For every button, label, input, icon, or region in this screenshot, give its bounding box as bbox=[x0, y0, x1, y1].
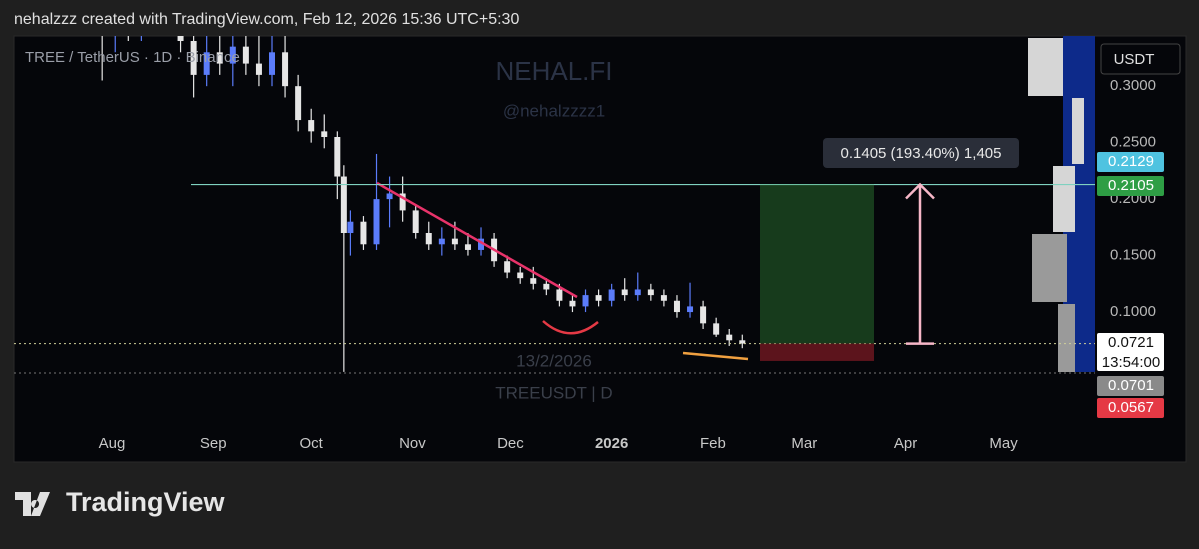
position-label: 0.1405 (193.40%) 1,405 bbox=[841, 145, 1002, 162]
candle-body bbox=[478, 238, 485, 250]
x-tick-label: Feb bbox=[700, 435, 726, 452]
watermark: @nehalzzzz1 bbox=[503, 101, 605, 120]
candle-body bbox=[451, 238, 458, 245]
candle-body bbox=[203, 52, 210, 75]
candle-body bbox=[269, 52, 276, 75]
candle-body bbox=[412, 210, 419, 233]
candle-body bbox=[621, 289, 628, 296]
candle-body bbox=[608, 289, 615, 301]
candle-body bbox=[216, 52, 223, 64]
watermark: NEHAL.FI bbox=[495, 56, 612, 86]
candle-body bbox=[582, 295, 589, 307]
countdown: 13:54:00 bbox=[1102, 354, 1160, 371]
header: nehalzzz created with TradingView.com, F… bbox=[14, 11, 519, 28]
candle-body bbox=[595, 295, 602, 301]
candle-body bbox=[373, 199, 380, 245]
x-tick-label: Nov bbox=[399, 435, 426, 452]
drawing-arc bbox=[542, 320, 599, 335]
candle-body bbox=[556, 289, 563, 301]
candle-body bbox=[464, 244, 471, 250]
x-tick-label: Oct bbox=[300, 435, 324, 452]
candle-body bbox=[517, 272, 524, 279]
chart-area bbox=[13, 35, 1187, 463]
x-tick-label: Aug bbox=[99, 435, 126, 452]
x-tick-label: May bbox=[989, 435, 1018, 452]
volume-profile bbox=[1028, 36, 1095, 372]
candle-body bbox=[660, 295, 667, 301]
candle-body bbox=[726, 334, 733, 341]
candle-body bbox=[647, 289, 654, 296]
footer-logo bbox=[15, 492, 50, 516]
currency-button[interactable] bbox=[1100, 43, 1181, 75]
candle-body bbox=[151, 0, 157, 7]
candle-body bbox=[347, 221, 354, 233]
candle-body bbox=[321, 131, 328, 137]
price-label-box bbox=[1097, 376, 1164, 396]
candle-body bbox=[360, 221, 367, 245]
candle-body bbox=[308, 120, 315, 132]
candle-body bbox=[242, 46, 249, 64]
trend-line bbox=[376, 181, 578, 299]
candle-body bbox=[543, 283, 550, 290]
price-label: 0.0721 bbox=[1108, 334, 1154, 351]
x-tick-label: Apr bbox=[894, 435, 917, 452]
candle-body bbox=[177, 36, 184, 41]
x-tick-label: Dec bbox=[497, 435, 524, 452]
candle-body bbox=[687, 306, 694, 313]
price-label-box bbox=[1097, 333, 1164, 371]
x-tick-label: 2026 bbox=[595, 435, 628, 452]
price-label: 0.2105 bbox=[1108, 177, 1154, 194]
price-label: 0.2129 bbox=[1108, 153, 1154, 170]
price-label-box bbox=[1097, 176, 1164, 196]
price-label-box bbox=[1097, 152, 1164, 172]
candle-body bbox=[340, 176, 347, 233]
candle-body bbox=[255, 63, 262, 75]
watermark: 13/2/2026 bbox=[516, 351, 592, 370]
candle-body bbox=[530, 278, 537, 284]
watermark: TREEUSDT | D bbox=[495, 383, 612, 402]
footer-brand: TradingView bbox=[66, 487, 226, 517]
x-tick-label: Sep bbox=[200, 435, 227, 452]
candle-body bbox=[282, 52, 289, 87]
y-tick-label: 0.2500 bbox=[1110, 134, 1156, 151]
candle-body bbox=[399, 193, 406, 211]
position-label-box bbox=[823, 138, 1019, 168]
y-tick-label: 0.1000 bbox=[1110, 303, 1156, 320]
drawing-line bbox=[682, 351, 749, 361]
candle-body bbox=[425, 233, 432, 245]
position-stop bbox=[760, 343, 874, 361]
currency: USDT bbox=[1114, 51, 1155, 68]
symbol-info: TREE / TetherUS · 1D · Binance bbox=[25, 49, 240, 66]
position-target bbox=[760, 184, 874, 344]
candle-body bbox=[634, 289, 641, 296]
candle-body bbox=[713, 323, 720, 335]
candle-body bbox=[438, 238, 445, 245]
candle-body bbox=[504, 261, 511, 273]
candle-body bbox=[295, 86, 302, 121]
y-tick-label: 0.1500 bbox=[1110, 247, 1156, 264]
price-label: 0.0567 bbox=[1108, 399, 1154, 416]
candle-body bbox=[739, 340, 746, 344]
candle-body bbox=[190, 41, 197, 75]
candle-body bbox=[386, 193, 393, 200]
candle-body bbox=[700, 306, 707, 324]
price-label-box bbox=[1097, 398, 1164, 418]
x-tick-label: Mar bbox=[791, 435, 817, 452]
candle-body bbox=[229, 46, 236, 64]
candle-body bbox=[569, 300, 576, 307]
measure-arrow bbox=[905, 182, 935, 345]
candle-body bbox=[334, 137, 341, 177]
plot bbox=[101, 0, 746, 372]
candle-body bbox=[673, 300, 680, 313]
price-label: 0.0701 bbox=[1108, 377, 1154, 394]
y-tick-label: 0.3000 bbox=[1110, 77, 1156, 94]
